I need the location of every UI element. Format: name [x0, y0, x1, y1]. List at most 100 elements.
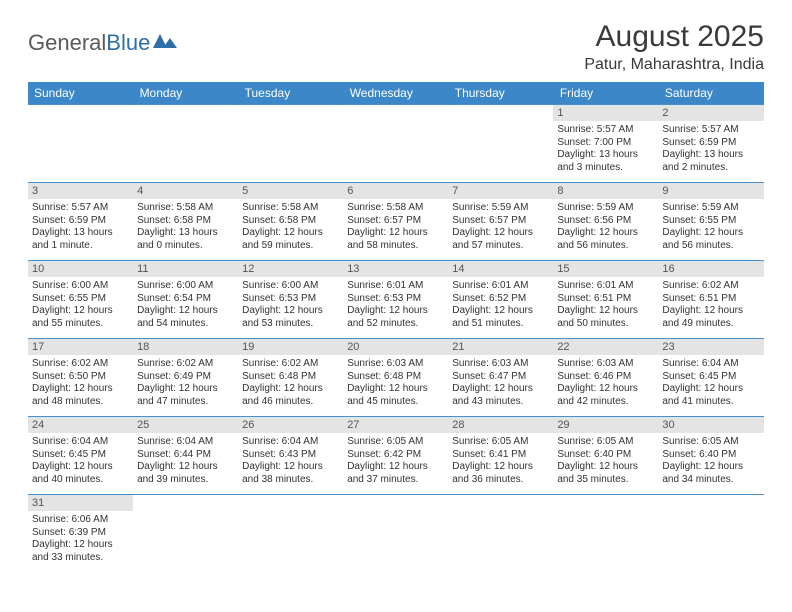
daylight-text: Daylight: 12 hours and 56 minutes.	[662, 227, 759, 252]
sunset-text: Sunset: 6:49 PM	[137, 371, 234, 384]
day-body: Sunrise: 6:04 AMSunset: 6:45 PMDaylight:…	[658, 355, 763, 410]
day-header-row: Sunday Monday Tuesday Wednesday Thursday…	[28, 82, 764, 105]
day-number: 13	[343, 261, 448, 277]
sunrise-text: Sunrise: 6:00 AM	[32, 280, 129, 293]
sunset-text: Sunset: 6:46 PM	[557, 371, 654, 384]
sunrise-text: Sunrise: 6:06 AM	[32, 514, 129, 527]
day-body: Sunrise: 6:02 AMSunset: 6:49 PMDaylight:…	[133, 355, 238, 410]
sunrise-text: Sunrise: 6:02 AM	[242, 358, 339, 371]
day-number: 16	[658, 261, 763, 277]
sunrise-text: Sunrise: 5:59 AM	[662, 202, 759, 215]
day-body: Sunrise: 6:06 AMSunset: 6:39 PMDaylight:…	[28, 511, 133, 566]
daylight-text: Daylight: 12 hours and 55 minutes.	[32, 305, 129, 330]
day-body: Sunrise: 5:57 AMSunset: 7:00 PMDaylight:…	[553, 121, 658, 176]
day-body: Sunrise: 6:05 AMSunset: 6:40 PMDaylight:…	[553, 433, 658, 488]
calendar-day-cell: 16Sunrise: 6:02 AMSunset: 6:51 PMDayligh…	[658, 261, 763, 339]
daylight-text: Daylight: 12 hours and 40 minutes.	[32, 461, 129, 486]
sunset-text: Sunset: 6:45 PM	[32, 449, 129, 462]
calendar-week-row: 24Sunrise: 6:04 AMSunset: 6:45 PMDayligh…	[28, 417, 764, 495]
header: GeneralBlue August 2025 Patur, Maharasht…	[28, 20, 764, 74]
day-number-empty	[553, 495, 658, 511]
day-body: Sunrise: 5:57 AMSunset: 6:59 PMDaylight:…	[28, 199, 133, 254]
day-number-empty	[343, 495, 448, 511]
dayhead-sunday: Sunday	[28, 82, 133, 105]
day-number: 10	[28, 261, 133, 277]
daylight-text: Daylight: 13 hours and 1 minute.	[32, 227, 129, 252]
calendar-day-cell	[238, 105, 343, 183]
calendar-day-cell: 7 Sunrise: 5:59 AMSunset: 6:57 PMDaylight…	[448, 183, 553, 261]
calendar-day-cell: 11Sunrise: 6:00 AMSunset: 6:54 PMDayligh…	[133, 261, 238, 339]
daylight-text: Daylight: 12 hours and 50 minutes.	[557, 305, 654, 330]
sunset-text: Sunset: 6:57 PM	[452, 215, 549, 228]
calendar-day-cell: 29Sunrise: 6:05 AMSunset: 6:40 PMDayligh…	[553, 417, 658, 495]
daylight-text: Daylight: 12 hours and 34 minutes.	[662, 461, 759, 486]
calendar-day-cell: 27Sunrise: 6:05 AMSunset: 6:42 PMDayligh…	[343, 417, 448, 495]
calendar-day-cell: 4Sunrise: 5:58 AMSunset: 6:58 PMDaylight…	[133, 183, 238, 261]
calendar-day-cell	[343, 495, 448, 573]
day-number: 12	[238, 261, 343, 277]
calendar-day-cell: 31Sunrise: 6:06 AMSunset: 6:39 PMDayligh…	[28, 495, 133, 573]
sunrise-text: Sunrise: 5:59 AM	[452, 202, 549, 215]
sunset-text: Sunset: 6:58 PM	[242, 215, 339, 228]
dayhead-monday: Monday	[133, 82, 238, 105]
day-number: 1	[553, 105, 658, 121]
day-number: 30	[658, 417, 763, 433]
calendar-day-cell: 30Sunrise: 6:05 AMSunset: 6:40 PMDayligh…	[658, 417, 763, 495]
sunrise-text: Sunrise: 6:04 AM	[137, 436, 234, 449]
day-body: Sunrise: 6:01 AMSunset: 6:51 PMDaylight:…	[553, 277, 658, 332]
sunrise-text: Sunrise: 6:00 AM	[137, 280, 234, 293]
daylight-text: Daylight: 12 hours and 45 minutes.	[347, 383, 444, 408]
sunset-text: Sunset: 6:40 PM	[557, 449, 654, 462]
day-number: 22	[553, 339, 658, 355]
daylight-text: Daylight: 13 hours and 2 minutes.	[662, 149, 759, 174]
calendar-day-cell: 17Sunrise: 6:02 AMSunset: 6:50 PMDayligh…	[28, 339, 133, 417]
sunset-text: Sunset: 6:43 PM	[242, 449, 339, 462]
day-body: Sunrise: 6:05 AMSunset: 6:41 PMDaylight:…	[448, 433, 553, 488]
sunrise-text: Sunrise: 6:04 AM	[32, 436, 129, 449]
sunset-text: Sunset: 6:55 PM	[662, 215, 759, 228]
daylight-text: Daylight: 12 hours and 51 minutes.	[452, 305, 549, 330]
day-body: Sunrise: 5:59 AMSunset: 6:55 PMDaylight:…	[658, 199, 763, 254]
sunset-text: Sunset: 6:40 PM	[662, 449, 759, 462]
calendar-day-cell: 28Sunrise: 6:05 AMSunset: 6:41 PMDayligh…	[448, 417, 553, 495]
calendar-day-cell	[448, 105, 553, 183]
sunrise-text: Sunrise: 6:02 AM	[662, 280, 759, 293]
day-number: 21	[448, 339, 553, 355]
calendar-day-cell	[553, 495, 658, 573]
sunset-text: Sunset: 6:39 PM	[32, 527, 129, 540]
sunrise-text: Sunrise: 6:02 AM	[137, 358, 234, 371]
day-body: Sunrise: 6:03 AMSunset: 6:48 PMDaylight:…	[343, 355, 448, 410]
sunrise-text: Sunrise: 6:04 AM	[662, 358, 759, 371]
day-body: Sunrise: 6:00 AMSunset: 6:55 PMDaylight:…	[28, 277, 133, 332]
sunrise-text: Sunrise: 6:03 AM	[347, 358, 444, 371]
day-number: 25	[133, 417, 238, 433]
calendar-day-cell	[448, 495, 553, 573]
day-number-empty	[238, 105, 343, 121]
day-number: 20	[343, 339, 448, 355]
dayhead-thursday: Thursday	[448, 82, 553, 105]
calendar-day-cell	[658, 495, 763, 573]
calendar-day-cell: 20Sunrise: 6:03 AMSunset: 6:48 PMDayligh…	[343, 339, 448, 417]
day-number: 3	[28, 183, 133, 199]
day-body: Sunrise: 6:04 AMSunset: 6:43 PMDaylight:…	[238, 433, 343, 488]
dayhead-friday: Friday	[553, 82, 658, 105]
sunrise-text: Sunrise: 6:04 AM	[242, 436, 339, 449]
day-number: 7	[448, 183, 553, 199]
daylight-text: Daylight: 12 hours and 57 minutes.	[452, 227, 549, 252]
daylight-text: Daylight: 12 hours and 37 minutes.	[347, 461, 444, 486]
sunrise-text: Sunrise: 6:03 AM	[452, 358, 549, 371]
logo-text-general: General	[28, 30, 106, 56]
day-body: Sunrise: 6:05 AMSunset: 6:42 PMDaylight:…	[343, 433, 448, 488]
day-number-empty	[133, 495, 238, 511]
sunset-text: Sunset: 6:48 PM	[347, 371, 444, 384]
day-number: 24	[28, 417, 133, 433]
dayhead-saturday: Saturday	[658, 82, 763, 105]
day-number: 18	[133, 339, 238, 355]
sunset-text: Sunset: 6:48 PM	[242, 371, 339, 384]
sunrise-text: Sunrise: 5:57 AM	[662, 124, 759, 137]
sunrise-text: Sunrise: 6:00 AM	[242, 280, 339, 293]
daylight-text: Daylight: 12 hours and 52 minutes.	[347, 305, 444, 330]
daylight-text: Daylight: 12 hours and 47 minutes.	[137, 383, 234, 408]
sunrise-text: Sunrise: 5:58 AM	[137, 202, 234, 215]
day-number: 6	[343, 183, 448, 199]
